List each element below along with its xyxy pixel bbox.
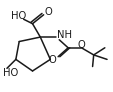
Text: NH: NH: [56, 30, 71, 40]
Text: O: O: [77, 40, 85, 50]
Text: HO: HO: [11, 11, 26, 21]
Text: O: O: [44, 7, 52, 17]
Text: O: O: [48, 55, 56, 65]
Text: HO: HO: [2, 68, 18, 78]
